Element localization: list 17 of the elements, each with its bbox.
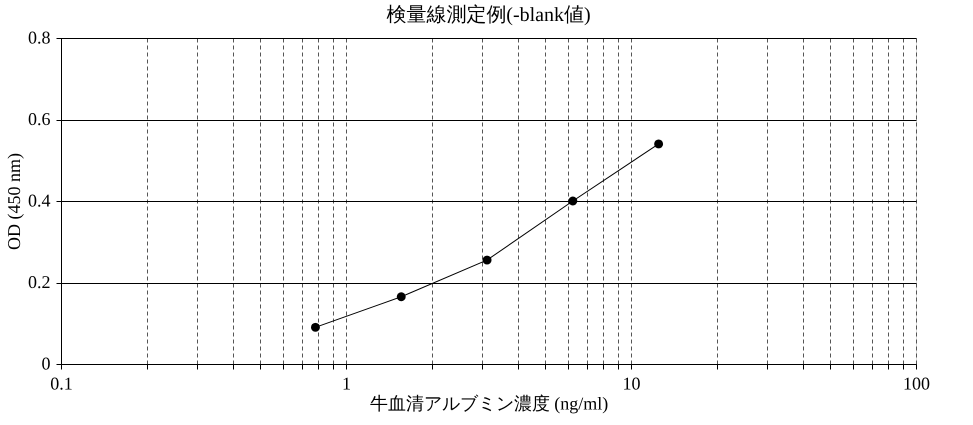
point	[396, 292, 406, 302]
x-tick-label: 100	[903, 374, 930, 394]
y-tick-label: 0.8	[28, 28, 50, 48]
x-tick-label: 10	[622, 374, 640, 394]
point	[568, 196, 578, 206]
y-tick-label: 0.4	[28, 190, 50, 210]
x-tick-label: 0.1	[50, 374, 73, 394]
point	[310, 322, 320, 332]
y-tick-label: 0	[42, 354, 50, 374]
point	[654, 139, 664, 148]
y-axis-title: OD (450 nm)	[4, 153, 24, 250]
point	[482, 256, 492, 265]
chart-title: 検量線測定例(-blank値)	[386, 4, 591, 26]
y-tick-label: 0.2	[28, 272, 50, 292]
x-tick-label: 1	[342, 374, 351, 394]
y-tick-label: 0.6	[28, 109, 50, 129]
x-axis-title: 牛血清アルブミン濃度 (ng/ml)	[370, 394, 608, 414]
